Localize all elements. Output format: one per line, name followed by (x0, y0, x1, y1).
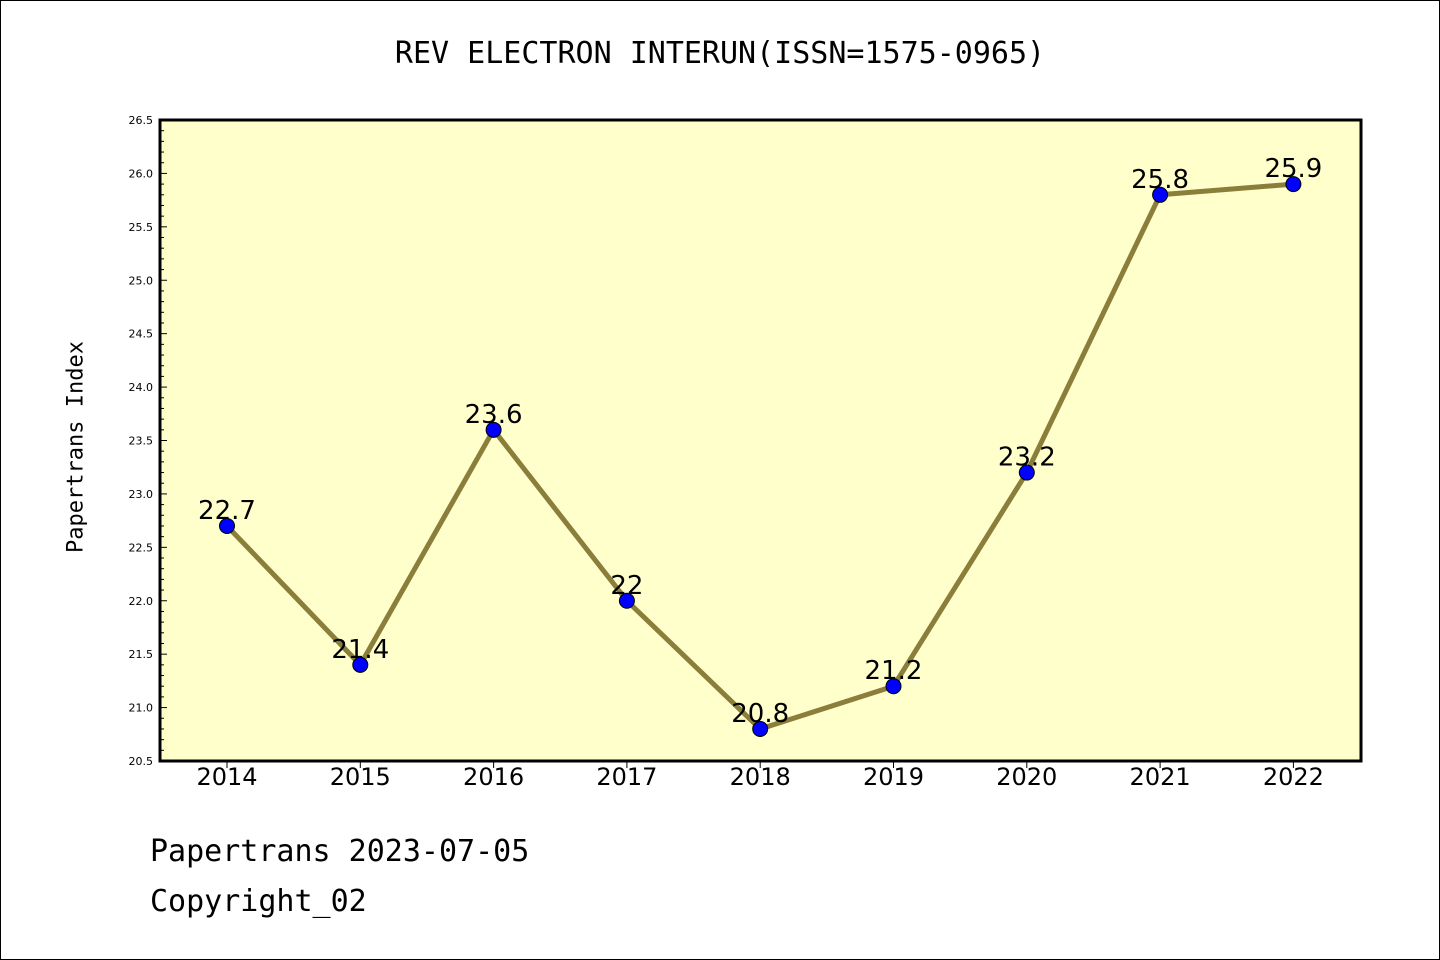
x-tick-label: 2017 (596, 763, 657, 791)
x-axis: 2014 2015 2016 2017 2018 2019 2020 2021 2022 (196, 761, 1324, 791)
data-point (1285, 176, 1302, 193)
data-label: 23.6 (465, 400, 523, 430)
x-tick-label: 2020 (996, 763, 1057, 791)
y-tick-label: 24.5 (129, 328, 154, 341)
plot-area (160, 120, 1361, 761)
y-tick-label: 23.0 (129, 488, 154, 501)
plot-border (158, 118, 1363, 763)
data-label: 22 (610, 571, 643, 601)
data-point (1018, 464, 1035, 481)
y-tick-label: 25.0 (129, 274, 154, 287)
x-tick-label: 2018 (730, 763, 791, 791)
x-tick-label: 2021 (1130, 763, 1191, 791)
data-point (352, 656, 369, 673)
y-tick-label: 23.5 (129, 435, 154, 448)
footer-date: Papertrans 2023-07-05 (150, 834, 530, 869)
y-tick-label: 22.5 (129, 541, 154, 554)
y-tick-label: 21.5 (129, 648, 154, 661)
y-tick-label: 26.0 (129, 167, 154, 180)
data-label: 25.8 (1131, 165, 1189, 195)
x-tick-label: 2022 (1263, 763, 1324, 791)
data-point (485, 421, 502, 438)
y-tick-label: 24.0 (129, 381, 154, 394)
y-tick-label: 25.5 (129, 221, 154, 234)
data-point (1152, 186, 1169, 203)
data-label: 21.2 (865, 656, 923, 686)
y-tick-label: 26.5 (129, 114, 154, 127)
data-label: 25.9 (1264, 154, 1322, 184)
y-tick-label: 21.0 (129, 702, 154, 715)
x-tick-label: 2015 (330, 763, 391, 791)
x-tick-label: 2016 (463, 763, 524, 791)
data-label: 21.4 (331, 635, 389, 665)
data-labels: 22.7 21.4 23.6 22 20.8 21.2 23.2 25.8 25.9 (198, 154, 1322, 729)
y-tick-label: 20.5 (129, 755, 154, 768)
data-label: 20.8 (731, 699, 789, 729)
y-tick-label: 22.0 (129, 595, 154, 608)
data-point (618, 592, 635, 609)
footer-copyright: Copyright_02 (150, 884, 367, 919)
data-point (885, 678, 902, 695)
data-point (219, 517, 235, 534)
x-tick-label: 2014 (196, 763, 257, 791)
chart-title: REV ELECTRON INTERUN(ISSN=1575-0965) (394, 36, 1046, 71)
series-markers (219, 176, 1302, 737)
data-label: 23.2 (998, 443, 1056, 473)
data-point (752, 720, 769, 737)
data-label: 22.7 (198, 496, 256, 526)
x-tick-label: 2019 (863, 763, 924, 791)
